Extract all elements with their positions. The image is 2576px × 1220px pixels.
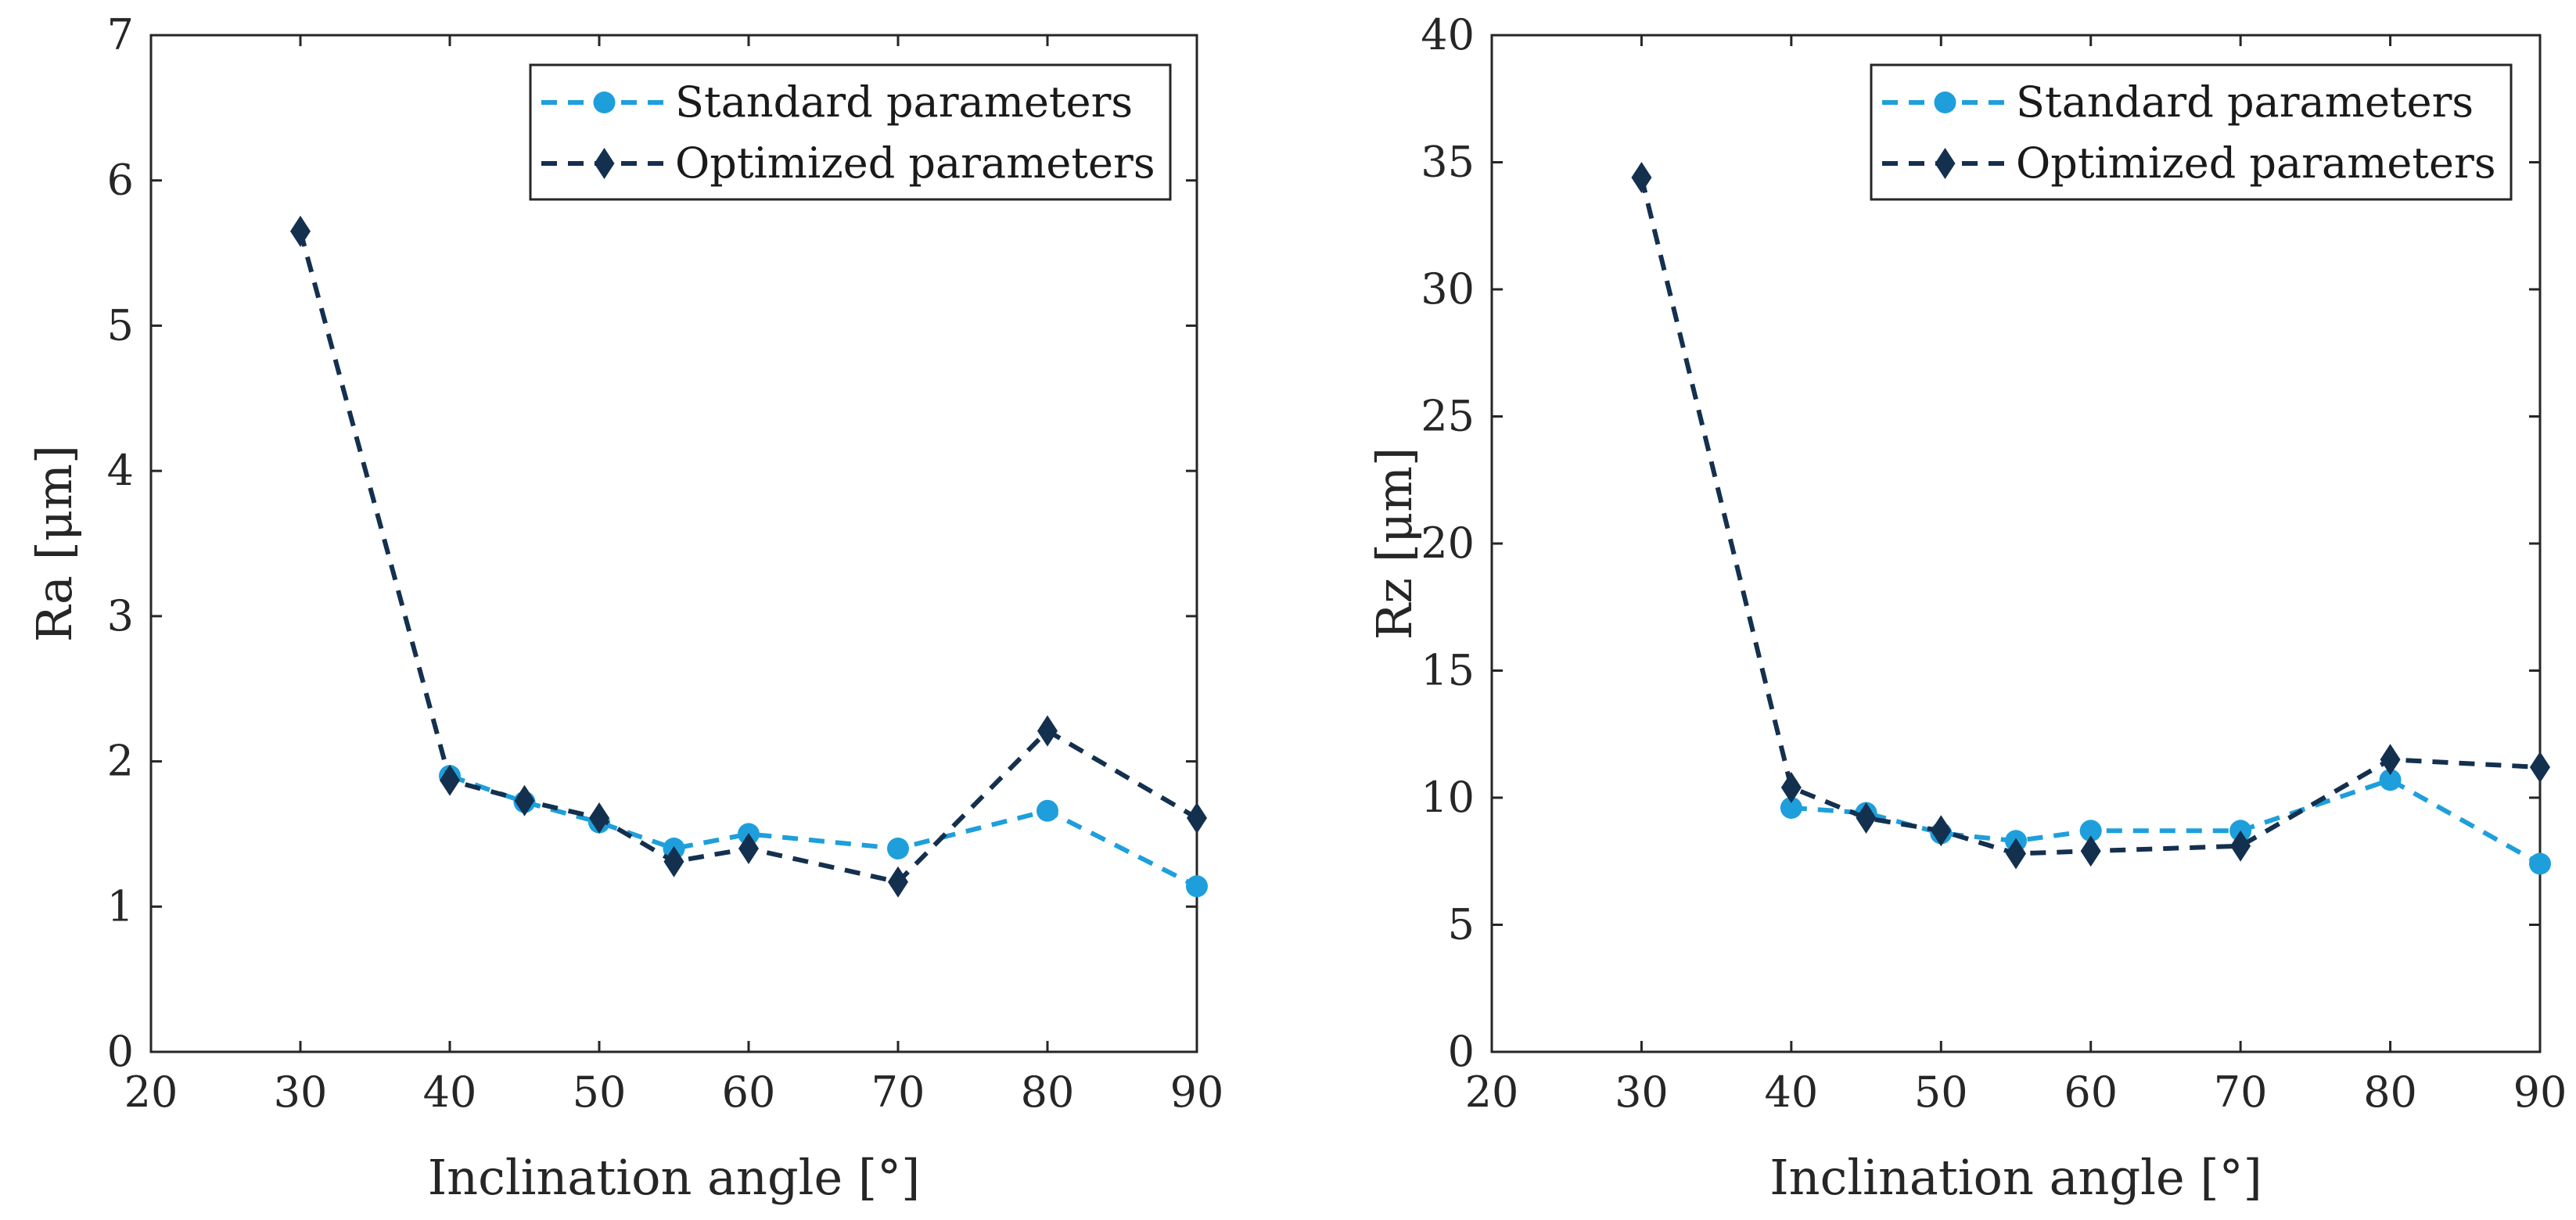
y-tick-label: 30 — [1421, 264, 1475, 314]
x-tick-label: 80 — [1021, 1068, 1075, 1117]
data-point-optimized — [888, 866, 908, 898]
data-point-optimized — [2006, 838, 2026, 870]
legend-box — [529, 63, 1172, 201]
data-point-optimized — [2380, 744, 2401, 776]
data-point-optimized — [1037, 715, 1058, 747]
x-tick-label: 30 — [1615, 1068, 1669, 1117]
y-tick-label: 2 — [107, 737, 134, 786]
x-tick-label: 90 — [1170, 1068, 1224, 1117]
x-tick-label: 60 — [722, 1068, 776, 1117]
legend-box — [1870, 63, 2513, 201]
x-axis-label: Inclination angle [°] — [1769, 1149, 2262, 1206]
y-axis-label: Ra [μm] — [26, 445, 83, 642]
data-point-optimized — [589, 802, 609, 834]
legend-marker — [1934, 92, 1956, 113]
data-point-optimized — [1631, 162, 1652, 193]
y-tick-label: 25 — [1421, 392, 1475, 441]
y-axis-label: Rz [μm] — [1366, 447, 1423, 640]
data-point-optimized — [440, 764, 460, 796]
chart-ra: 20 30 40 50 60 70 80 90 0 1 2 3 4 5 6 7 Inclination angl… — [26, 10, 1223, 1206]
data-point-optimized — [1780, 772, 1802, 803]
legend: Standard parameters Optimized parameters — [529, 63, 1172, 201]
x-tick-label: 50 — [573, 1068, 627, 1117]
x-tick-label: 60 — [2064, 1068, 2118, 1117]
series-line-optimized — [1639, 177, 2541, 856]
x-tick-label: 20 — [124, 1068, 178, 1117]
series-line-standard — [449, 773, 1198, 888]
y-tick-label: 0 — [1448, 1027, 1475, 1076]
legend-marker — [593, 92, 616, 113]
data-point-standard — [2379, 769, 2402, 791]
y-tick-label: 10 — [1421, 773, 1475, 822]
x-tick-label: 40 — [423, 1068, 477, 1117]
y-tick-label: 3 — [107, 591, 134, 640]
series-line-standard — [1791, 777, 2542, 867]
data-point-optimized — [663, 845, 684, 877]
chart-rz: 20 30 40 50 60 70 80 90 0 5 10 15 20 25 30 35 40 Inclinat… — [1366, 10, 2567, 1206]
series-line-optimized — [298, 230, 1198, 885]
x-tick-label: 90 — [2513, 1068, 2567, 1117]
x-axis-label: Inclination angle [°] — [428, 1149, 921, 1206]
data-point-standard — [2529, 852, 2551, 875]
x-tick-label: 50 — [1914, 1068, 1968, 1117]
data-point-optimized — [1856, 802, 1877, 834]
data-point-standard — [1186, 875, 1208, 898]
legend-label: Optimized parameters — [2016, 138, 2496, 188]
y-tick-label: 40 — [1421, 10, 1475, 59]
data-point-standard — [1037, 799, 1058, 822]
legend: Standard parameters Optimized parameters — [1870, 63, 2513, 201]
x-tick-label: 70 — [871, 1068, 925, 1117]
y-tick-label: 20 — [1421, 518, 1475, 568]
y-tick-label: 35 — [1421, 138, 1475, 187]
data-point-standard — [2079, 820, 2102, 842]
y-tick-label: 5 — [1448, 900, 1475, 949]
data-point-optimized — [514, 784, 535, 816]
y-tick-label: 5 — [107, 300, 134, 350]
x-tick-label: 70 — [2214, 1068, 2268, 1117]
data-point-optimized — [290, 215, 311, 247]
data-point-optimized — [2080, 835, 2101, 867]
data-point-standard — [1780, 797, 1802, 819]
legend-marker — [594, 148, 615, 179]
legend-label: Standard parameters — [675, 77, 1133, 127]
legend-label: Optimized parameters — [675, 138, 1155, 188]
data-point-optimized — [1187, 802, 1207, 834]
data-point-optimized — [2530, 752, 2550, 783]
x-tick-label: 30 — [274, 1068, 328, 1117]
data-point-optimized — [2230, 830, 2251, 862]
y-tick-label: 15 — [1421, 646, 1475, 695]
y-tick-label: 4 — [107, 446, 134, 495]
data-point-optimized — [1931, 815, 1952, 847]
data-point-standard — [887, 838, 909, 859]
x-tick-label: 80 — [2363, 1068, 2417, 1117]
x-tick-label: 20 — [1465, 1068, 1519, 1117]
y-tick-label: 6 — [107, 156, 134, 205]
y-tick-label: 0 — [107, 1027, 134, 1076]
legend-label: Standard parameters — [2016, 77, 2474, 127]
y-tick-label: 1 — [107, 881, 134, 931]
legend-marker — [1935, 148, 1956, 179]
y-tick-label: 7 — [107, 10, 134, 59]
x-tick-label: 40 — [1764, 1068, 1818, 1117]
plot-area — [149, 34, 1198, 1053]
data-point-optimized — [738, 833, 759, 864]
